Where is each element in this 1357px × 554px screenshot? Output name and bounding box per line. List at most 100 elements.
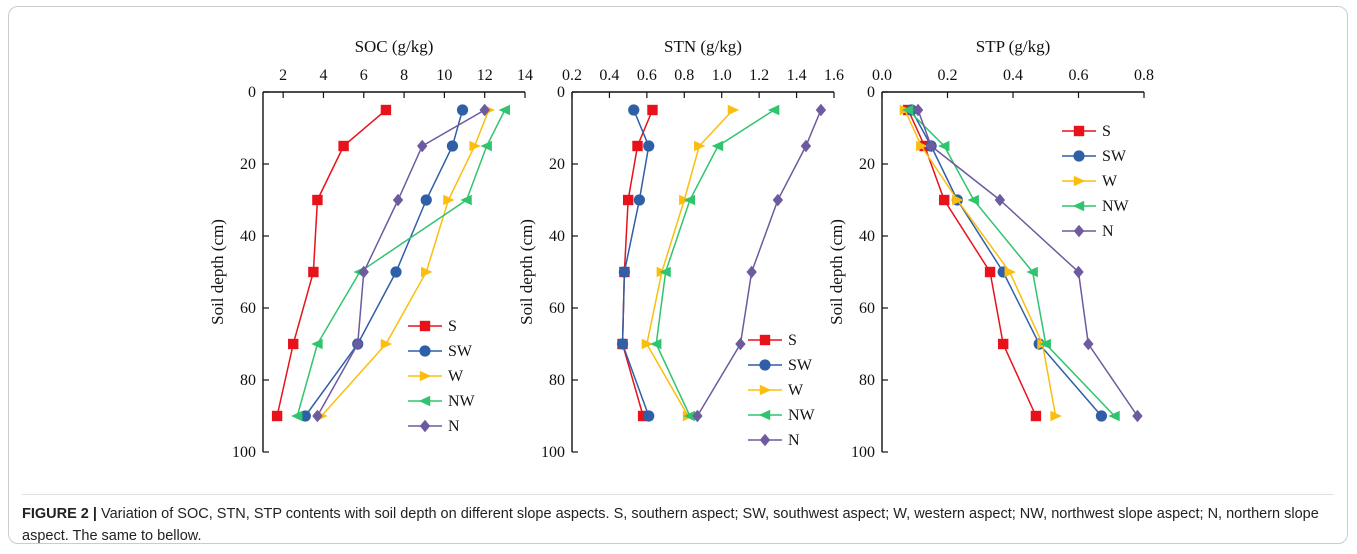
legend-marker	[759, 384, 772, 396]
series-line	[907, 109, 1116, 417]
series-nw	[902, 104, 1120, 422]
chart-title: STP (g/kg)	[976, 37, 1050, 56]
y-axis-label: Soil depth (cm)	[827, 219, 846, 325]
data-point	[746, 265, 757, 279]
series-n	[692, 103, 827, 423]
data-point	[392, 193, 404, 207]
legend-label: NW	[788, 407, 816, 424]
data-point	[938, 140, 950, 152]
data-point	[469, 140, 481, 152]
figure-charts: 2 4 6 8 10 12 14 0 20 40 60 80 100 SOC (g/kg) Soil dep…	[208, 37, 1154, 461]
y-tick-label: 20	[859, 156, 875, 173]
data-point	[308, 266, 319, 278]
data-point	[1083, 337, 1094, 351]
series-s	[903, 104, 1042, 422]
y-tick-label: 0	[248, 84, 256, 101]
legend-marker	[759, 359, 771, 371]
data-point	[939, 194, 950, 206]
legend-label: SW	[1102, 148, 1127, 165]
data-point	[443, 194, 455, 206]
series-line	[904, 109, 1057, 417]
legend-marker	[419, 370, 432, 382]
data-point	[967, 194, 979, 206]
y-tick-label: 40	[240, 228, 256, 245]
series-s	[271, 104, 392, 422]
data-point	[421, 266, 433, 278]
legend-label: SW	[788, 357, 813, 374]
data-point	[417, 139, 428, 153]
x-tick-label: 0.8	[674, 67, 694, 84]
series-w	[316, 104, 495, 422]
series-line	[646, 109, 734, 417]
data-point	[767, 104, 780, 116]
data-point	[711, 140, 724, 152]
data-point	[1050, 410, 1062, 422]
legend-marker	[1072, 200, 1085, 212]
y-axis-label: Soil depth (cm)	[208, 219, 227, 325]
data-point	[997, 338, 1009, 350]
chart-panel-2: 0.2 0.4 0.6 0.8 1.0 1.2 1.4 1.6 0 20 40 60 80 100 STN …	[517, 37, 844, 461]
series-line	[316, 109, 486, 417]
y-tick-label: 100	[851, 444, 875, 461]
data-point	[420, 194, 432, 206]
data-point	[637, 410, 649, 422]
data-point	[800, 139, 812, 153]
x-tick-label: 0.4	[1003, 67, 1023, 84]
series-w	[899, 104, 1062, 422]
x-tick-label: 0.6	[1069, 67, 1089, 84]
legend: S SW W NW N	[748, 332, 816, 449]
data-point	[380, 338, 393, 350]
data-point	[338, 140, 349, 152]
data-point	[902, 104, 914, 116]
legend-marker	[759, 433, 771, 447]
data-point	[952, 194, 964, 206]
x-tick-label: 4	[319, 67, 327, 84]
legend-marker	[1073, 125, 1085, 137]
series-nw	[650, 104, 780, 422]
figure-frame	[8, 6, 1348, 544]
legend-label: W	[1102, 173, 1118, 190]
y-tick-label: 40	[859, 228, 875, 245]
y-tick-label: 40	[549, 228, 565, 245]
data-point	[479, 103, 490, 117]
data-point	[683, 410, 696, 422]
legend-marker	[1073, 150, 1085, 162]
data-point	[480, 140, 492, 152]
legend-marker	[758, 409, 771, 421]
chart-panel-3: 0.0 0.2 0.4 0.6 0.8 0 20 40 60 80 100 STP (g/kg) Soi…	[827, 37, 1154, 461]
x-tick-label: 0.0	[872, 67, 892, 84]
x-tick-label: 0.2	[562, 67, 582, 84]
y-tick-label: 100	[232, 444, 256, 461]
data-point	[772, 193, 784, 207]
legend-marker	[419, 419, 431, 433]
legend-marker	[759, 334, 771, 346]
y-tick-label: 80	[549, 372, 565, 389]
series-line	[320, 109, 490, 417]
series-line	[655, 109, 775, 417]
data-point	[1132, 409, 1143, 423]
series-line	[910, 109, 1102, 417]
legend-label: N	[788, 432, 800, 449]
caption-text: Variation of SOC, STN, STP contents with…	[22, 506, 1319, 544]
data-point	[628, 104, 640, 116]
series-line	[621, 109, 650, 417]
y-tick-label: 80	[859, 372, 875, 389]
caption-label: FIGURE 2 |	[22, 506, 97, 522]
legend-label: W	[448, 368, 464, 385]
data-point	[288, 338, 299, 350]
x-tick-label: 0.2	[938, 67, 958, 84]
legend-label: S	[788, 332, 797, 349]
data-point	[683, 194, 696, 206]
data-point	[271, 410, 283, 422]
data-point	[815, 103, 827, 117]
x-tick-label: 2	[279, 67, 287, 84]
y-tick-label: 20	[240, 156, 256, 173]
legend-label: S	[1102, 123, 1111, 140]
data-point	[1026, 266, 1038, 278]
data-point	[659, 266, 671, 278]
x-tick-label: 6	[360, 67, 368, 84]
data-point	[643, 140, 655, 152]
data-point	[312, 194, 323, 206]
legend-marker	[1073, 224, 1085, 238]
series-line	[907, 109, 1037, 417]
